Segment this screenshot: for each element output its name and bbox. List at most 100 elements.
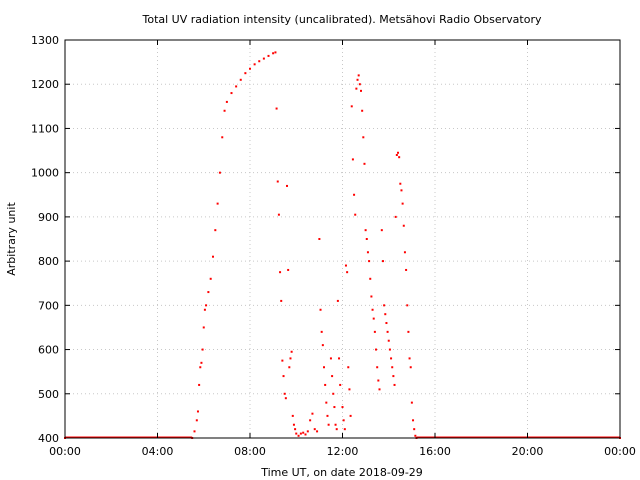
data-point bbox=[364, 229, 367, 232]
data-point bbox=[381, 260, 384, 263]
x-tick-label: 16:00 bbox=[419, 445, 451, 458]
data-point bbox=[350, 105, 353, 108]
x-axis-ticks: 00:00 04:00 08:00 12:00 16:00 20:00 00:00 bbox=[49, 40, 636, 458]
data-point bbox=[327, 423, 330, 426]
data-point bbox=[319, 308, 322, 311]
data-point bbox=[408, 357, 411, 360]
data-point bbox=[212, 255, 214, 258]
data-point bbox=[383, 304, 386, 307]
data-point bbox=[294, 428, 297, 431]
data-point bbox=[244, 72, 247, 75]
y-tick-label: 900 bbox=[38, 211, 59, 224]
data-point bbox=[321, 344, 324, 347]
y-tick-label: 1000 bbox=[31, 167, 59, 180]
data-point bbox=[286, 184, 288, 187]
data-point bbox=[318, 238, 321, 240]
data-point bbox=[221, 136, 224, 139]
y-tick-label: 500 bbox=[38, 388, 59, 401]
data-point bbox=[277, 213, 280, 216]
data-point bbox=[376, 366, 379, 369]
data-point bbox=[311, 412, 314, 415]
data-point bbox=[395, 153, 398, 156]
x-tick-label: 00:00 bbox=[49, 445, 81, 458]
y-tick-label: 1300 bbox=[31, 34, 59, 47]
data-point bbox=[288, 366, 291, 369]
data-point bbox=[362, 136, 365, 139]
y-axis-ticks: 400 500 600 700 800 900 1000 1100 1200 1300 bbox=[31, 34, 620, 445]
data-point bbox=[348, 388, 351, 391]
data-point bbox=[306, 430, 309, 433]
x-tick-label: 20:00 bbox=[512, 445, 544, 458]
data-point bbox=[398, 156, 401, 159]
data-point bbox=[378, 388, 381, 391]
data-point bbox=[370, 295, 373, 298]
data-point bbox=[291, 414, 294, 417]
data-point bbox=[356, 78, 359, 81]
data-point bbox=[202, 326, 205, 329]
data-point bbox=[281, 359, 284, 362]
data-point bbox=[200, 361, 203, 364]
data-point bbox=[198, 383, 201, 386]
y-tick-label: 800 bbox=[38, 255, 59, 268]
data-point bbox=[338, 357, 341, 360]
data-point bbox=[275, 107, 278, 110]
data-point bbox=[336, 299, 339, 302]
data-point bbox=[375, 348, 378, 351]
data-point bbox=[287, 268, 290, 271]
grid-lines bbox=[65, 40, 620, 438]
data-point bbox=[342, 419, 345, 422]
data-point bbox=[292, 423, 295, 426]
data-point bbox=[358, 83, 361, 86]
data-point bbox=[207, 291, 210, 294]
data-point bbox=[344, 264, 347, 267]
data-point bbox=[326, 414, 329, 417]
data-point bbox=[334, 423, 337, 426]
data-point bbox=[295, 432, 298, 435]
data-point bbox=[201, 348, 204, 351]
y-tick-label: 400 bbox=[38, 432, 59, 445]
data-point bbox=[313, 428, 316, 431]
data-point bbox=[399, 182, 402, 185]
data-point bbox=[373, 330, 376, 333]
data-point bbox=[280, 299, 283, 302]
data-point bbox=[249, 67, 251, 70]
x-tick-label: 00:00 bbox=[604, 445, 636, 458]
data-point bbox=[323, 366, 325, 369]
data-point bbox=[400, 189, 403, 192]
data-point bbox=[360, 89, 362, 92]
data-point bbox=[407, 330, 410, 333]
data-point bbox=[320, 330, 323, 333]
data-point bbox=[361, 109, 364, 112]
data-point bbox=[239, 78, 242, 81]
data-point bbox=[199, 366, 202, 369]
data-point bbox=[316, 430, 319, 433]
data-point bbox=[349, 414, 352, 417]
data-point bbox=[388, 348, 391, 351]
data-point bbox=[366, 251, 369, 254]
data-point bbox=[347, 366, 350, 369]
data-point bbox=[369, 277, 372, 280]
data-point bbox=[365, 238, 368, 240]
data-point bbox=[412, 419, 415, 422]
data-point bbox=[385, 322, 388, 325]
data-point bbox=[225, 100, 228, 103]
data-point bbox=[309, 419, 312, 422]
x-axis-label: Time UT, on date 2018-09-29 bbox=[260, 466, 423, 479]
data-point bbox=[195, 419, 198, 422]
data-point bbox=[414, 434, 417, 437]
data-point bbox=[325, 401, 328, 404]
data-point bbox=[205, 304, 208, 307]
data-point bbox=[377, 379, 380, 382]
data-point bbox=[372, 317, 375, 320]
data-point bbox=[341, 406, 344, 409]
data-point bbox=[371, 308, 374, 311]
data-point bbox=[401, 202, 404, 205]
y-tick-label: 700 bbox=[38, 299, 59, 312]
data-point bbox=[386, 330, 389, 333]
y-tick-label: 1100 bbox=[31, 122, 59, 135]
plot-frame bbox=[64, 39, 621, 439]
data-point bbox=[324, 383, 327, 386]
data-point bbox=[297, 434, 300, 437]
data-point bbox=[406, 304, 409, 307]
data-point bbox=[346, 271, 349, 274]
